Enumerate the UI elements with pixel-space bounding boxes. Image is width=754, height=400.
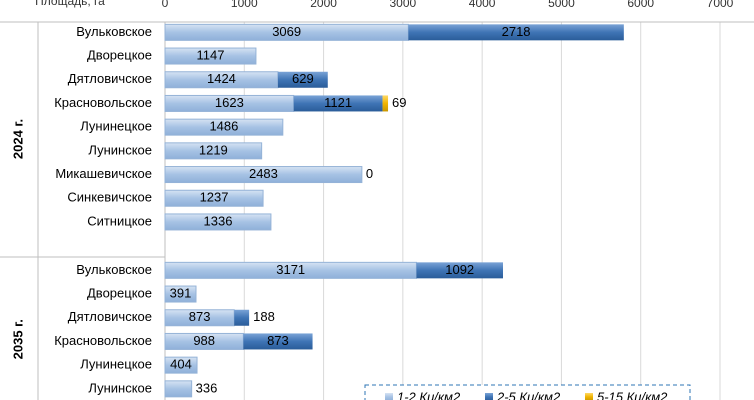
bar-segment xyxy=(243,333,313,350)
y-tick-label: Дворецкое xyxy=(87,285,152,300)
data-label: 3069 xyxy=(272,24,301,39)
data-label: 873 xyxy=(189,309,211,324)
y-tick-label: Лунинецкое xyxy=(80,357,152,372)
y-tick-label: Красновольское xyxy=(54,95,152,110)
y-tick-label: Вульковское xyxy=(76,24,152,39)
data-label: 69 xyxy=(392,95,406,110)
data-label: 1623 xyxy=(215,95,244,110)
data-label: 1121 xyxy=(324,95,352,110)
legend-label: 5-15 Ки/км2 xyxy=(597,389,668,400)
bar-segment xyxy=(408,24,624,41)
group-label: 2035 г. xyxy=(10,319,25,359)
y-tick-label: Лунинское xyxy=(88,142,152,157)
y-tick-label: Дворецкое xyxy=(87,47,152,62)
bar-segment xyxy=(164,261,417,279)
x-tick-label: 4000 xyxy=(469,0,496,10)
legend-label: 2-5 Ки/км2 xyxy=(496,389,561,400)
y-tick-label: Красновольское xyxy=(54,333,152,348)
y-tick-label: Дятловичское xyxy=(68,71,152,86)
data-label: 0 xyxy=(366,166,373,181)
y-tick-label: Синкевичское xyxy=(67,190,152,205)
legend-label: 1-2 Ки/км2 xyxy=(397,389,461,400)
data-label: 629 xyxy=(292,71,314,86)
y-tick-label: Лунинское xyxy=(88,380,152,395)
x-tick-label: 1000 xyxy=(231,0,258,10)
data-label: 336 xyxy=(196,380,218,395)
legend-swatch xyxy=(385,393,393,400)
data-label: 2483 xyxy=(249,166,278,181)
group-label: 2024 г. xyxy=(10,119,25,159)
legend-box xyxy=(364,384,691,400)
bar-segment xyxy=(164,380,193,398)
data-label: 873 xyxy=(267,333,289,348)
data-label: 1424 xyxy=(207,71,236,86)
bar-segment xyxy=(164,118,284,136)
data-label: 404 xyxy=(170,357,192,372)
legend-swatch xyxy=(485,393,493,400)
data-label: 988 xyxy=(193,333,215,348)
y-tick-label: Ситницкое xyxy=(87,213,152,228)
data-label: 391 xyxy=(170,285,192,300)
data-label: 1092 xyxy=(445,262,474,277)
data-label: 1336 xyxy=(204,213,233,228)
bar-segment xyxy=(234,309,250,326)
y-tick-label: Микашевичское xyxy=(55,166,152,181)
data-label: 188 xyxy=(253,309,275,324)
bar-segment xyxy=(164,213,272,231)
bar-segment xyxy=(416,262,503,279)
data-label: 3171 xyxy=(276,262,305,277)
y-tick-label: Лунинецкое xyxy=(80,119,152,134)
axis-title: Площадь, га xyxy=(35,0,105,8)
legend-swatch xyxy=(585,393,593,400)
bar-segment xyxy=(164,166,363,184)
x-tick-label: 5000 xyxy=(548,0,575,10)
data-label: 1237 xyxy=(200,190,229,205)
bar-segment xyxy=(164,189,264,207)
y-tick-label: Вульковское xyxy=(76,262,152,277)
bar-segment xyxy=(277,71,328,88)
y-tick-label: Дятловичское xyxy=(68,309,152,324)
bar-segment xyxy=(293,95,383,112)
x-tick-label: 3000 xyxy=(390,0,417,10)
data-label: 2718 xyxy=(502,24,531,39)
bar-segment xyxy=(164,285,197,303)
bar-segment xyxy=(164,356,198,374)
bar-segment xyxy=(382,95,389,112)
bar-segment xyxy=(164,142,263,160)
data-label: 1219 xyxy=(199,142,228,157)
x-tick-label: 0 xyxy=(162,0,169,10)
x-tick-label: 6000 xyxy=(627,0,654,10)
x-tick-label: 7000 xyxy=(707,0,734,10)
data-label: 1486 xyxy=(209,119,238,134)
bar-segment xyxy=(164,47,257,65)
x-tick-label: 2000 xyxy=(310,0,337,10)
data-label: 1147 xyxy=(196,47,224,62)
